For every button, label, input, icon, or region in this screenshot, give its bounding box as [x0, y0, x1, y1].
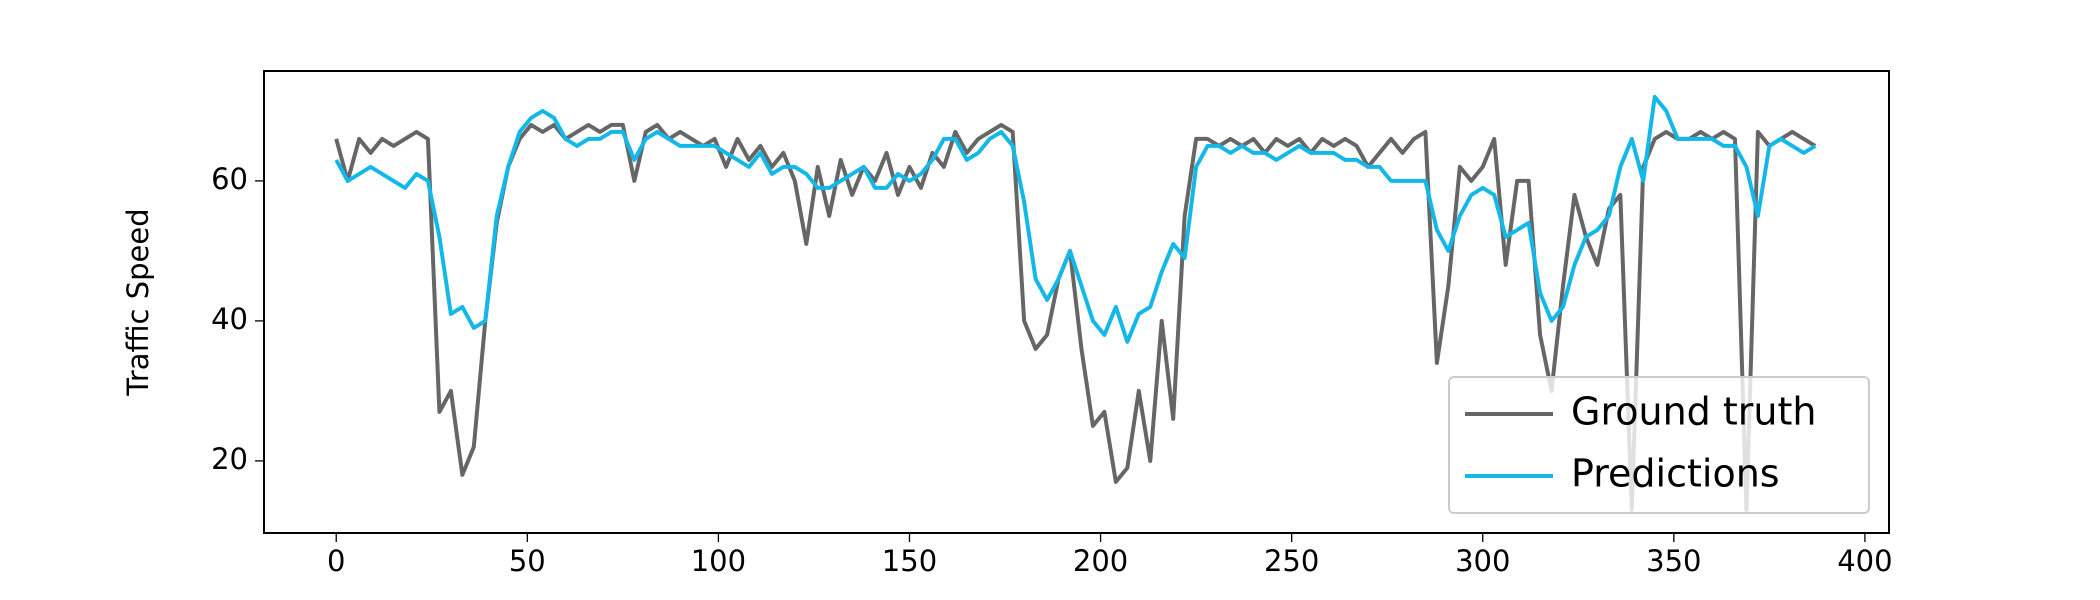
y-tick-label: 20: [211, 442, 248, 476]
legend-label: Ground truth: [1571, 390, 1816, 434]
legend-box: [1448, 376, 1870, 514]
x-tick-label: 350: [1646, 544, 1701, 578]
plot-frame: [263, 70, 1890, 534]
y-tick-label: 40: [211, 302, 248, 336]
plot-area: [334, 94, 1817, 512]
x-tick-label: 50: [509, 544, 546, 578]
x-tick-label: 150: [882, 544, 937, 578]
y-tick-label: 60: [211, 162, 248, 196]
series-line: [334, 94, 1817, 344]
x-tick-label: 300: [1455, 544, 1510, 578]
x-tick-label: 400: [1837, 544, 1892, 578]
series-line: [334, 122, 1817, 512]
x-tick-label: 0: [327, 544, 345, 578]
x-tick-label: 250: [1264, 544, 1319, 578]
legend-label: Predictions: [1571, 452, 1780, 496]
x-tick-label: 100: [691, 544, 746, 578]
y-axis-label: Traffic Speed: [121, 208, 155, 396]
x-tick-label: 200: [1073, 544, 1128, 578]
